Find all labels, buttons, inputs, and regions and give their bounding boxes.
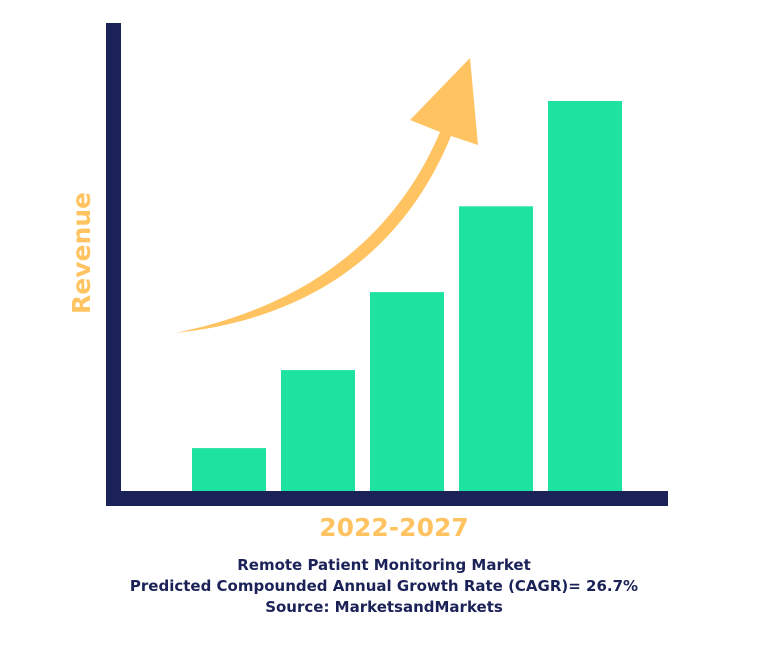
bar-1 (192, 448, 266, 491)
x-axis-label: 2022-2027 (319, 513, 469, 542)
growth-arrow (175, 58, 478, 333)
bar-5 (548, 101, 622, 491)
bar-3 (370, 292, 444, 491)
caption-source: Source: MarketsandMarkets (265, 598, 503, 616)
caption-cagr: Predicted Compounded Annual Growth Rate … (129, 577, 639, 595)
bar-2 (281, 370, 355, 491)
x-axis-line (106, 491, 668, 506)
bar-4 (459, 206, 533, 492)
y-axis-line (106, 23, 121, 506)
caption-market: Remote Patient Monitoring Market (237, 556, 531, 574)
y-axis-label: Revenue (67, 192, 96, 314)
bars (192, 101, 622, 492)
